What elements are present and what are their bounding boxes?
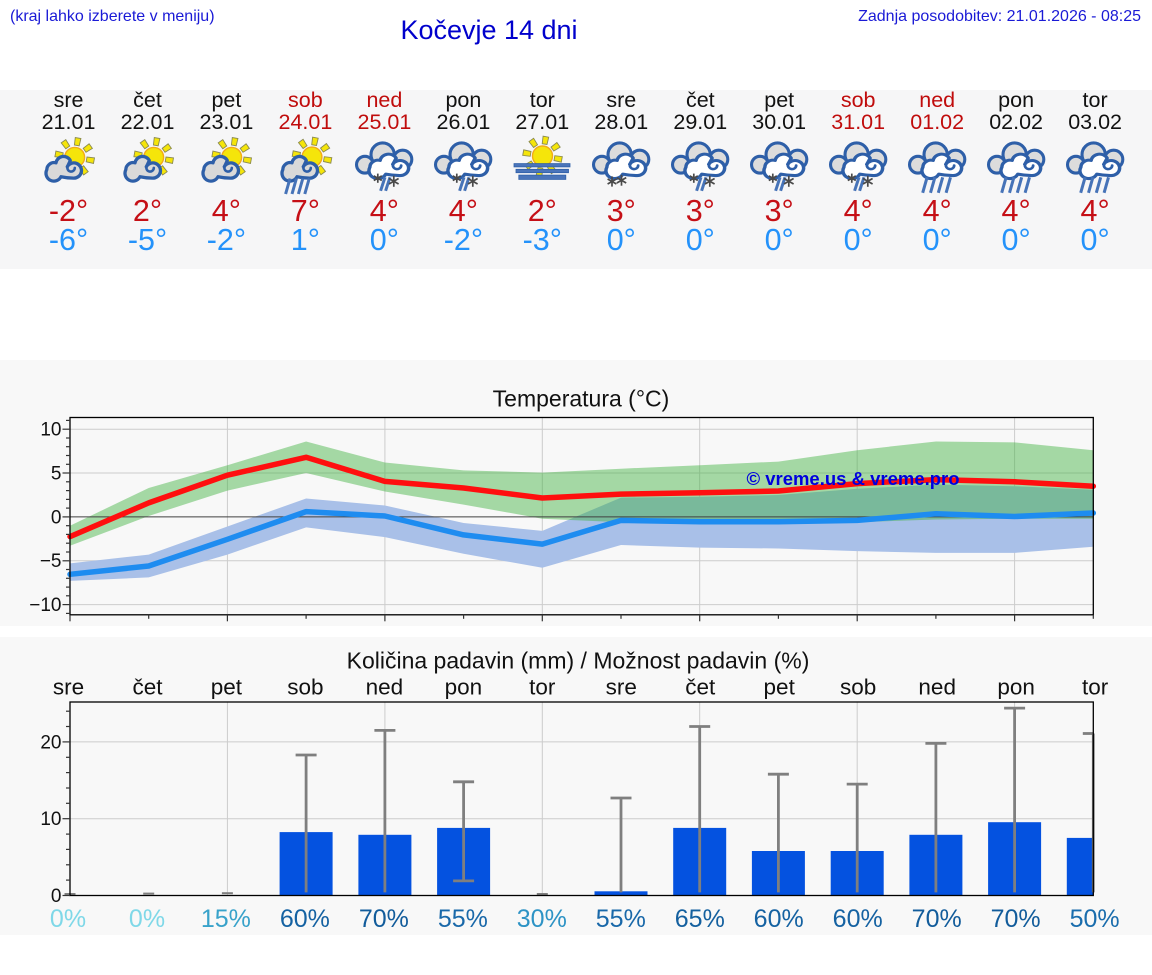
svg-text:Količina padavin (mm) / Možnos: Količina padavin (mm) / Možnost padavin …: [347, 648, 810, 674]
svg-text:10: 10: [40, 420, 61, 441]
svg-text:0: 0: [51, 886, 62, 907]
svg-text:−10: −10: [29, 595, 61, 616]
svg-text:ned: ned: [918, 675, 956, 700]
svg-text:Temperatura (°C): Temperatura (°C): [493, 386, 670, 412]
svg-text:© vreme.us & vreme.pro: © vreme.us & vreme.pro: [746, 468, 959, 489]
svg-text:60%: 60%: [833, 905, 883, 933]
svg-text:sob: sob: [840, 675, 876, 700]
svg-text:60%: 60%: [280, 905, 330, 933]
svg-text:pet: pet: [764, 675, 796, 700]
svg-text:ned: ned: [366, 675, 404, 700]
svg-text:čet: čet: [685, 675, 716, 700]
svg-text:60%: 60%: [754, 905, 804, 933]
svg-text:sob: sob: [287, 675, 323, 700]
svg-text:tor: tor: [529, 675, 556, 700]
svg-text:−5: −5: [40, 551, 62, 572]
svg-text:pon: pon: [997, 675, 1035, 700]
svg-text:50%: 50%: [1070, 905, 1120, 933]
svg-text:65%: 65%: [675, 905, 725, 933]
svg-text:tor: tor: [1082, 675, 1109, 700]
svg-text:70%: 70%: [991, 905, 1041, 933]
svg-text:0: 0: [51, 507, 62, 528]
svg-text:sre: sre: [606, 675, 637, 700]
svg-text:55%: 55%: [596, 905, 646, 933]
svg-text:70%: 70%: [359, 905, 409, 933]
svg-text:70%: 70%: [912, 905, 962, 933]
svg-text:0%: 0%: [129, 905, 165, 933]
svg-text:pet: pet: [211, 675, 243, 700]
svg-text:15%: 15%: [201, 905, 251, 933]
svg-text:30%: 30%: [517, 905, 567, 933]
svg-text:0%: 0%: [50, 905, 86, 933]
svg-text:10: 10: [40, 809, 61, 830]
svg-text:5: 5: [51, 464, 62, 485]
svg-text:20: 20: [40, 732, 61, 753]
svg-text:pon: pon: [445, 675, 483, 700]
svg-text:čet: čet: [132, 675, 163, 700]
svg-text:55%: 55%: [438, 905, 488, 933]
svg-text:sre: sre: [53, 675, 84, 700]
